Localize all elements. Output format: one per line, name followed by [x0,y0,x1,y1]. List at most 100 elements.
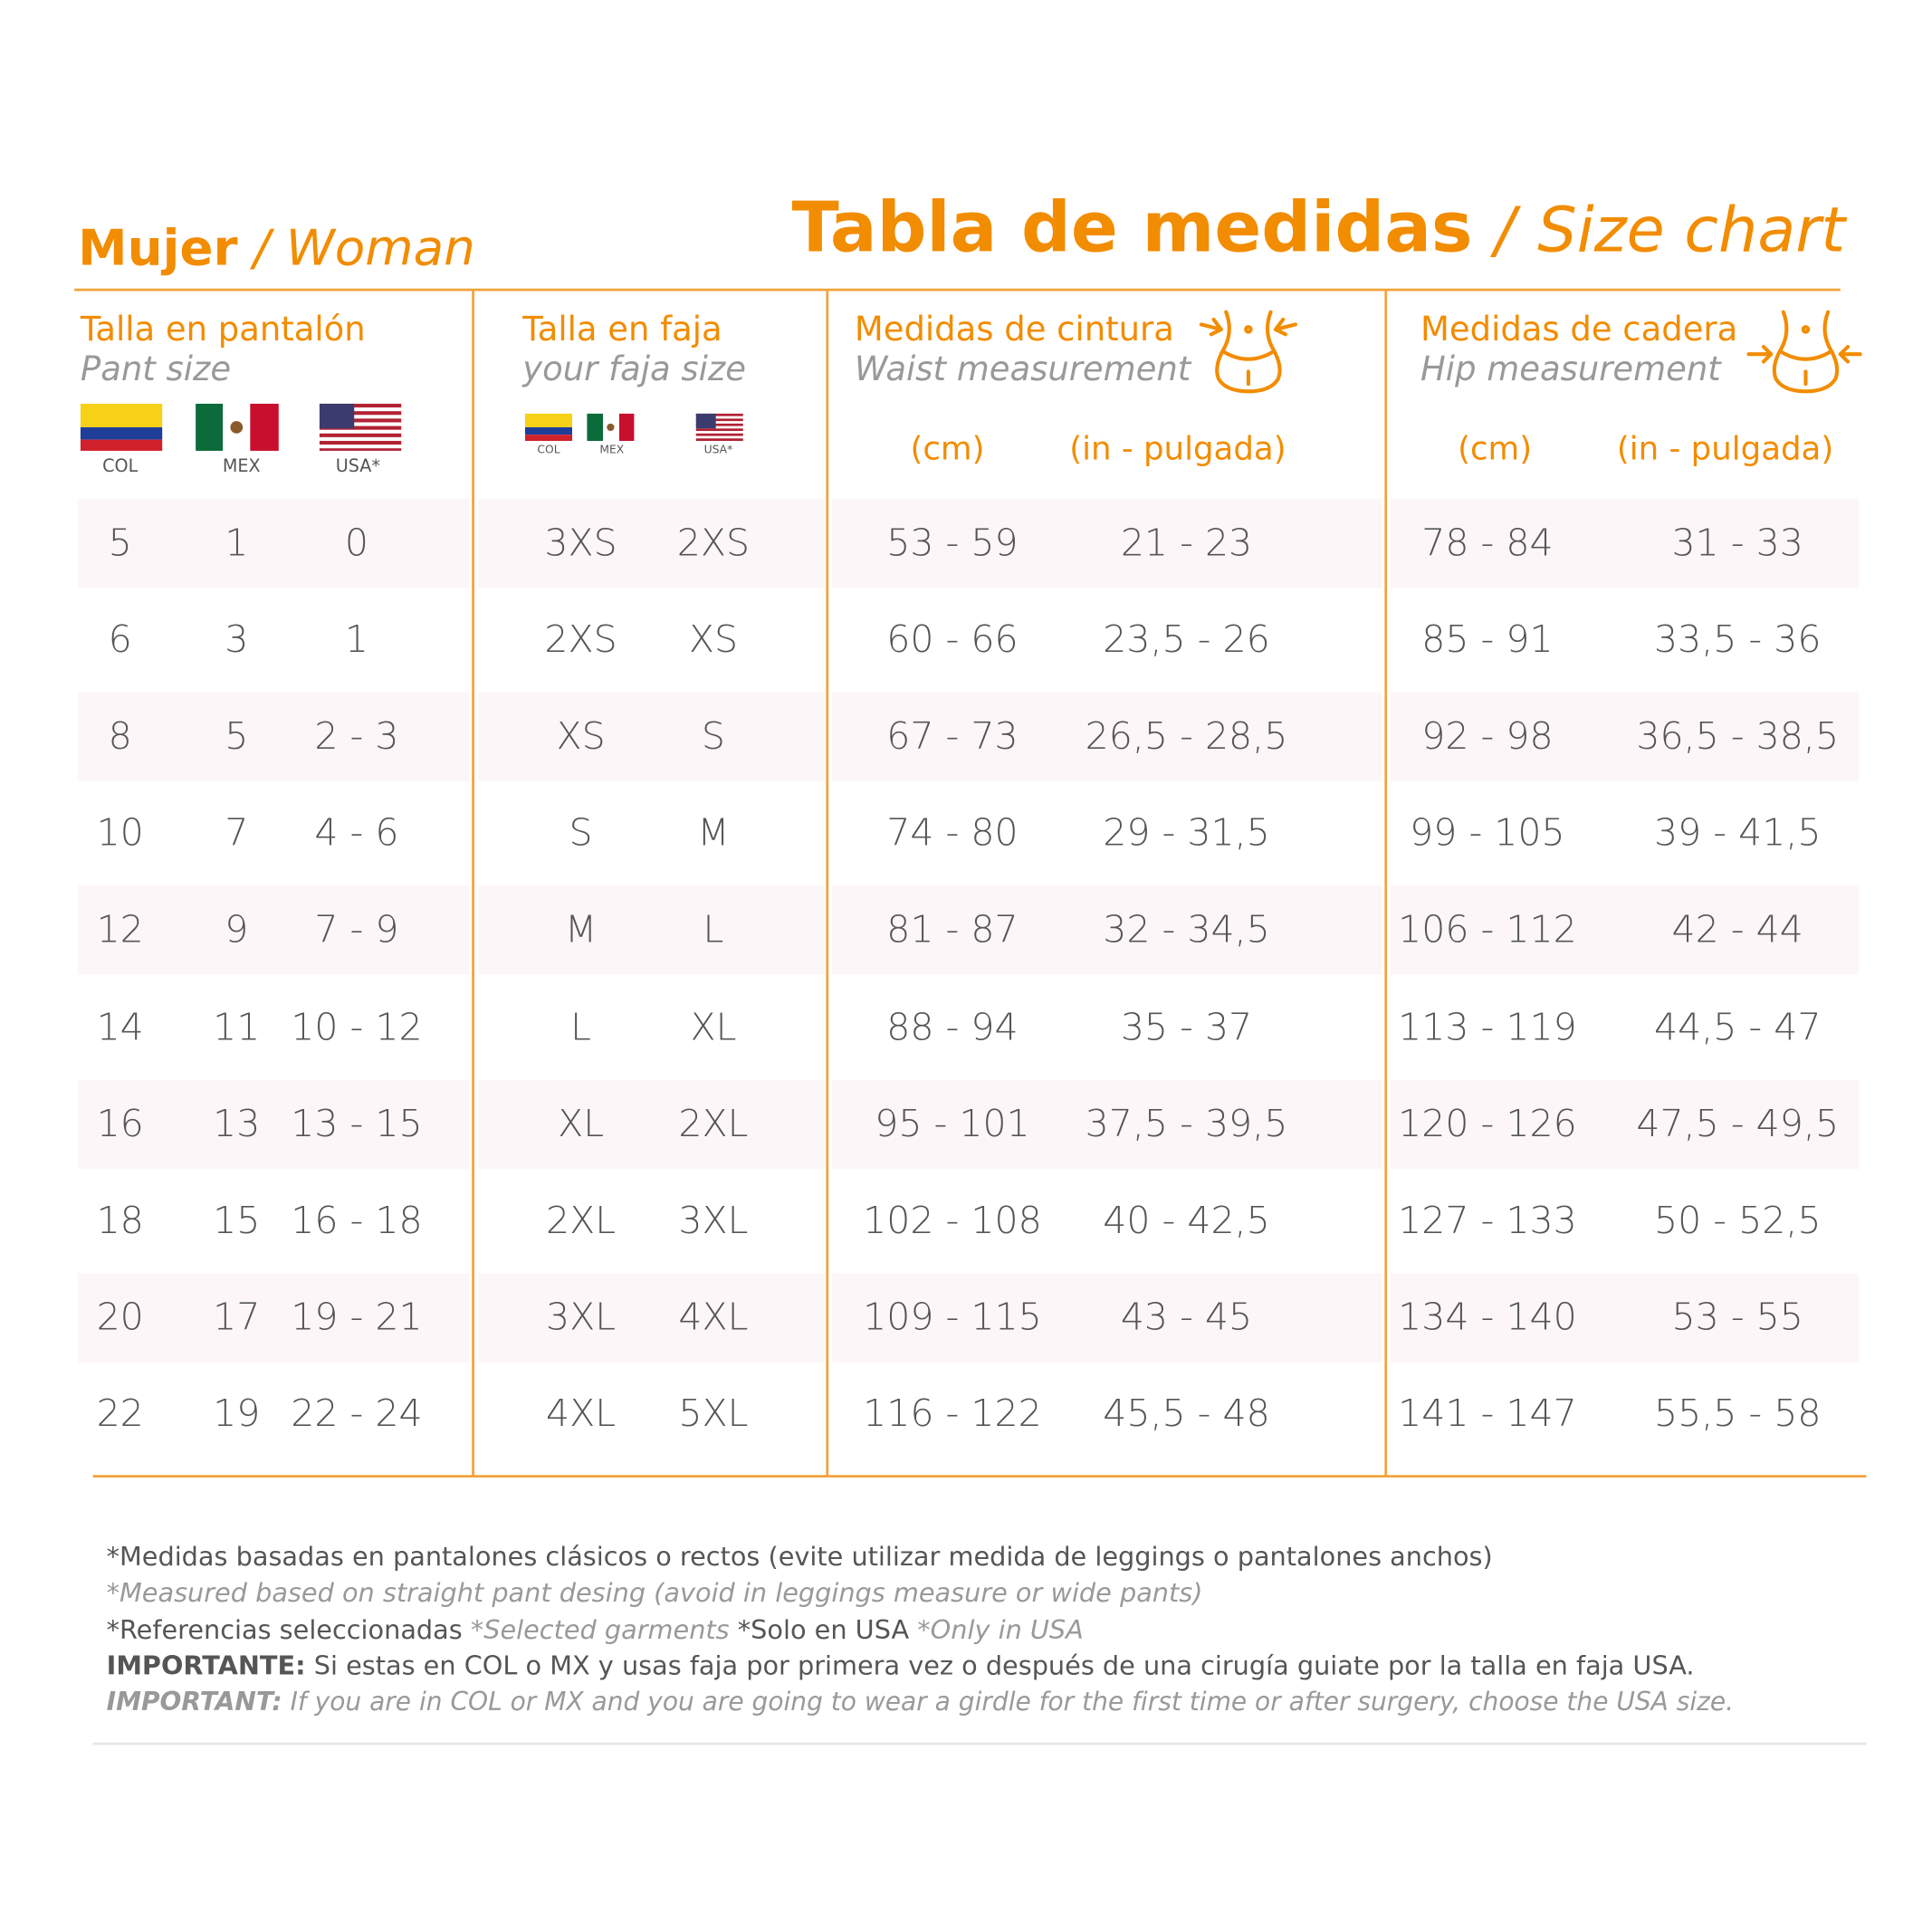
row-band [78,692,470,782]
cell: 109 - 115 [863,1296,1042,1340]
cell: 3XS [544,521,617,566]
text: *Measured based on straight pant desing … [106,1577,1203,1608]
cell: 53 - 59 [886,521,1019,566]
cell: L [703,908,724,952]
column-title: Medidas de cintura [854,311,1174,349]
cell: XL [558,1102,605,1146]
cell: 60 - 66 [886,618,1019,663]
text: *Referencias seleccionadas [106,1614,463,1645]
row-band [478,499,826,588]
cell: 13 [213,1102,261,1146]
column-subtitle: your faja size [522,350,746,389]
sep: / [1494,194,1516,267]
cell: 12 [96,908,144,952]
cell: 18 [96,1199,144,1243]
cell: 2XS [676,521,751,566]
cell: 29 - 31,5 [1103,812,1270,856]
cell: 5XL [678,1392,749,1436]
divider [472,290,474,1477]
column-subtitle: Pant size [80,350,232,389]
cell: M [564,908,598,952]
cell: L [570,1005,592,1049]
cell: 102 - 108 [863,1199,1042,1243]
flag-mex [196,403,279,451]
cell: 1 [344,618,369,663]
cell: 4XL [546,1392,617,1436]
divider [826,290,829,1477]
flag-label: MEX [599,445,625,457]
note: IMPORTANTE: Si estas en COL o MX y usas … [107,1650,1695,1680]
section-heading: Mujer / Woman [78,220,475,277]
label: IMPORTANTE: [106,1650,306,1681]
cell: 20 [96,1296,144,1340]
column-subtitle: Waist measurement [854,350,1191,389]
cell: 7 [225,812,249,856]
cell: XS [556,715,606,760]
cell: 78 - 84 [1421,521,1554,566]
cell: 116 - 122 [863,1392,1042,1436]
text: *Only in USA [917,1614,1084,1645]
cell: 95 - 101 [875,1102,1030,1146]
cell: 92 - 98 [1421,715,1554,760]
title: Tabla de medidas [791,187,1473,269]
cell: 127 - 133 [1398,1199,1577,1243]
row-band [832,885,1382,976]
cell: 141 - 147 [1398,1392,1577,1436]
note: *Medidas basadas en pantalones clásicos … [107,1542,1493,1572]
cell: 11 [213,1005,261,1049]
cell: 134 - 140 [1398,1296,1577,1340]
row-band [832,499,1382,588]
flag-label: MEX [222,456,261,477]
row-band [478,692,826,782]
row-band [78,885,470,976]
cell: 120 - 126 [1398,1102,1577,1146]
text: *Selected garments [470,1614,730,1645]
cell: 2XS [544,618,617,663]
title-heading: Tabla de medidas / Size chart [792,188,1846,269]
column-subtitle: Hip measurement [1420,350,1721,389]
waist-icon [1199,310,1297,394]
row-band [832,1079,1382,1169]
cell: 88 - 94 [886,1005,1019,1049]
cell: 7 - 9 [314,908,399,952]
cell: 0 [344,521,369,566]
note: *Measured based on straight pant desing … [107,1578,1203,1608]
cell: 19 [213,1392,261,1436]
cell: 26,5 - 28,5 [1085,715,1288,760]
sep: / [253,220,271,278]
row-band [78,1272,470,1363]
flag-label: USA* [703,445,733,457]
flag-mex-small [587,413,635,441]
row-band [832,692,1382,782]
cell: 53 - 55 [1671,1296,1803,1340]
text: Si estas en COL o MX y usas faja por pri… [313,1650,1695,1681]
cell: 8 [108,715,132,760]
cell: 3XL [678,1199,749,1243]
cell: 2XL [678,1102,749,1146]
cell: 36,5 - 38,5 [1636,715,1840,760]
cell: 5 [225,715,249,760]
cell: 2XL [546,1199,617,1243]
divider [1384,290,1388,1477]
row-band [478,1272,826,1363]
cell: 40 - 42,5 [1103,1199,1270,1243]
cell: S [701,715,725,760]
cell: XS [688,618,739,663]
cell: 37,5 - 39,5 [1085,1102,1288,1146]
cell: 35 - 37 [1120,1005,1253,1049]
row-band [1391,692,1860,782]
cell: XL [690,1005,737,1049]
cell: 74 - 80 [886,812,1019,856]
cell: 5 [108,521,132,566]
hip-icon [1746,310,1862,394]
note: IMPORTANT: If you are in COL or MX and y… [107,1687,1734,1717]
unit-label: (cm) [910,431,985,469]
cell: 106 - 112 [1398,908,1577,952]
flag-label: COL [102,456,139,477]
cell: 13 - 15 [291,1102,423,1146]
cell: 33,5 - 36 [1653,618,1822,663]
cell: 19 - 21 [291,1296,423,1340]
text: *Medidas basadas en pantalones clásicos … [106,1542,1493,1572]
cell: 3 [225,618,249,663]
cell: 55,5 - 58 [1653,1392,1822,1436]
